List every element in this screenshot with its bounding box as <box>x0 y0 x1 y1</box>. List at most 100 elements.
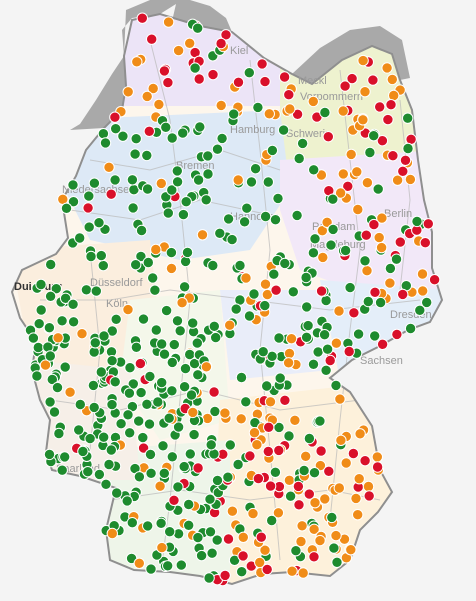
station-marker-orange[interactable] <box>335 434 347 446</box>
station-marker-green[interactable] <box>121 495 133 507</box>
station-marker-green[interactable] <box>53 427 65 440</box>
station-marker-red[interactable] <box>369 286 381 298</box>
station-marker-orange[interactable] <box>359 86 371 98</box>
station-marker-green[interactable] <box>309 233 321 245</box>
station-marker-red[interactable] <box>109 111 121 123</box>
station-marker-orange[interactable] <box>352 203 364 216</box>
station-marker-orange[interactable] <box>219 407 231 419</box>
station-marker-green[interactable] <box>222 471 234 483</box>
station-marker-red[interactable] <box>422 218 434 230</box>
station-marker-orange[interactable] <box>200 361 213 373</box>
station-marker-green[interactable] <box>110 123 122 135</box>
station-marker-orange[interactable] <box>353 473 365 485</box>
station-marker-green[interactable] <box>344 281 356 294</box>
station-marker-orange[interactable] <box>155 177 168 190</box>
station-marker-green[interactable] <box>135 224 148 237</box>
station-marker-green[interactable] <box>195 549 208 562</box>
station-marker-green[interactable] <box>266 514 278 527</box>
station-marker-red[interactable] <box>105 188 117 200</box>
station-marker-orange[interactable] <box>333 482 345 494</box>
station-marker-green[interactable] <box>85 250 97 263</box>
station-marker-orange[interactable] <box>295 535 307 548</box>
station-marker-red[interactable] <box>363 490 375 502</box>
station-marker-green[interactable] <box>178 281 191 293</box>
station-marker-green[interactable] <box>165 246 178 259</box>
station-marker-green[interactable] <box>103 458 115 471</box>
station-marker-green[interactable] <box>35 278 47 291</box>
station-marker-red[interactable] <box>244 450 256 462</box>
station-marker-green[interactable] <box>291 209 303 222</box>
station-marker-green[interactable] <box>180 196 192 208</box>
station-marker-green[interactable] <box>122 409 134 421</box>
station-marker-green[interactable] <box>156 376 168 389</box>
station-marker-green[interactable] <box>191 337 204 349</box>
station-marker-green[interactable] <box>372 183 384 195</box>
station-marker-green[interactable] <box>207 259 219 272</box>
station-marker-red[interactable] <box>264 480 277 492</box>
station-marker-green[interactable] <box>133 471 146 483</box>
station-marker-green[interactable] <box>109 376 121 388</box>
station-marker-orange[interactable] <box>283 347 296 360</box>
station-marker-red[interactable] <box>291 108 304 121</box>
station-marker-red[interactable] <box>371 461 384 473</box>
station-marker-green[interactable] <box>384 262 397 275</box>
station-marker-green[interactable] <box>331 556 343 568</box>
station-marker-orange[interactable] <box>64 386 76 398</box>
station-marker-orange[interactable] <box>334 187 347 199</box>
station-marker-green[interactable] <box>48 406 61 418</box>
station-marker-green[interactable] <box>97 128 110 140</box>
station-marker-orange[interactable] <box>330 337 343 349</box>
station-marker-green[interactable] <box>83 221 95 233</box>
station-marker-red[interactable] <box>222 533 235 545</box>
station-marker-green[interactable] <box>318 329 331 341</box>
station-marker-green[interactable] <box>330 379 342 392</box>
station-marker-orange[interactable] <box>319 493 331 505</box>
station-marker-green[interactable] <box>135 250 147 263</box>
station-marker-green[interactable] <box>328 542 340 554</box>
station-marker-green[interactable] <box>152 396 164 408</box>
station-marker-green[interactable] <box>202 150 214 162</box>
station-marker-orange[interactable] <box>345 544 357 556</box>
station-marker-red[interactable] <box>376 338 389 350</box>
station-marker-green[interactable] <box>266 144 279 157</box>
station-marker-green[interactable] <box>177 127 189 139</box>
station-marker-green[interactable] <box>67 196 80 208</box>
station-marker-orange[interactable] <box>52 332 64 344</box>
station-marker-green[interactable] <box>205 439 217 451</box>
station-marker-orange[interactable] <box>384 277 396 289</box>
station-marker-orange[interactable] <box>316 225 328 237</box>
station-marker-orange[interactable] <box>362 480 375 493</box>
station-marker-green[interactable] <box>241 202 253 214</box>
station-marker-orange[interactable] <box>314 534 326 547</box>
station-marker-orange[interactable] <box>39 359 52 371</box>
station-marker-red[interactable] <box>339 80 351 92</box>
station-marker-orange[interactable] <box>247 507 259 520</box>
station-marker-red[interactable] <box>348 307 360 319</box>
station-marker-orange[interactable] <box>224 319 236 331</box>
station-marker-orange[interactable] <box>361 177 374 189</box>
station-marker-green[interactable] <box>181 246 194 259</box>
station-marker-red[interactable] <box>193 73 205 85</box>
station-marker-green[interactable] <box>150 324 163 336</box>
station-marker-green[interactable] <box>308 467 321 479</box>
station-marker-orange[interactable] <box>122 86 134 98</box>
station-marker-green[interactable] <box>290 545 302 557</box>
station-marker-green[interactable] <box>123 387 136 399</box>
station-marker-red[interactable] <box>158 65 171 77</box>
station-marker-orange[interactable] <box>122 303 134 316</box>
station-marker-green[interactable] <box>302 319 314 332</box>
station-marker-orange[interactable] <box>354 428 366 440</box>
station-marker-orange[interactable] <box>103 161 115 174</box>
station-marker-green[interactable] <box>279 257 291 270</box>
station-marker-orange[interactable] <box>417 285 429 297</box>
station-marker-red[interactable] <box>397 288 409 301</box>
station-marker-red[interactable] <box>162 76 174 89</box>
station-marker-red[interactable] <box>324 354 336 367</box>
station-marker-orange[interactable] <box>309 497 321 509</box>
station-marker-red[interactable] <box>270 284 282 296</box>
station-marker-orange[interactable] <box>357 114 369 126</box>
station-marker-red[interactable] <box>315 445 327 457</box>
station-marker-green[interactable] <box>174 325 186 337</box>
station-marker-green[interactable] <box>87 379 100 392</box>
